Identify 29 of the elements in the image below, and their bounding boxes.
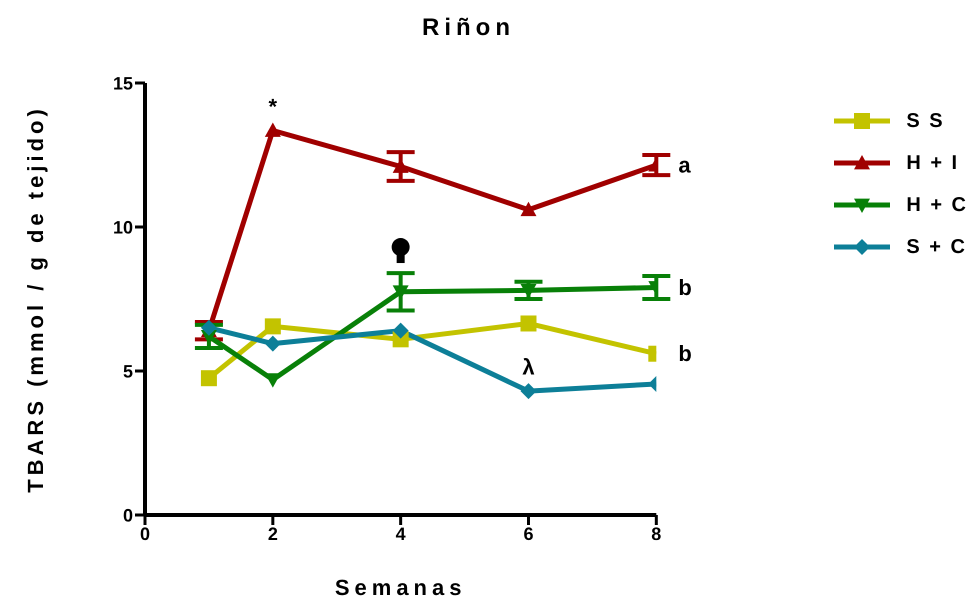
annotation: b: [678, 341, 692, 366]
y-tick-label: 10: [112, 217, 133, 238]
annotation: b: [678, 274, 692, 300]
x-tick-label: 0: [140, 524, 150, 544]
y-tick-label: 0: [122, 505, 133, 526]
point: [264, 122, 281, 137]
legend-label: S + C: [906, 236, 967, 258]
point: [264, 336, 281, 352]
legend-label: H + C: [906, 194, 968, 216]
y-tick-label: 15: [112, 73, 133, 94]
point: [520, 202, 536, 216]
y-tick-label: 5: [122, 361, 133, 382]
point: [520, 383, 536, 400]
x-tick-label: 2: [268, 524, 278, 544]
point: [200, 370, 217, 386]
annotation: a: [678, 152, 692, 178]
x-axis-title: Semanas: [334, 575, 466, 600]
annotation: *: [268, 94, 278, 120]
x-tick-label: 8: [651, 524, 662, 544]
x-tick-label: 4: [396, 524, 406, 544]
point: [264, 318, 281, 334]
y-axis-title: TBARS (mmol / g de tejido): [22, 105, 48, 493]
point: [520, 315, 536, 332]
legend-label: S S: [906, 110, 945, 132]
point: [392, 322, 409, 339]
chart-title: Riñon: [421, 14, 516, 42]
annotation: λ: [522, 354, 535, 380]
legend-label: H + I: [906, 152, 960, 174]
x-tick-label: 6: [523, 524, 534, 544]
